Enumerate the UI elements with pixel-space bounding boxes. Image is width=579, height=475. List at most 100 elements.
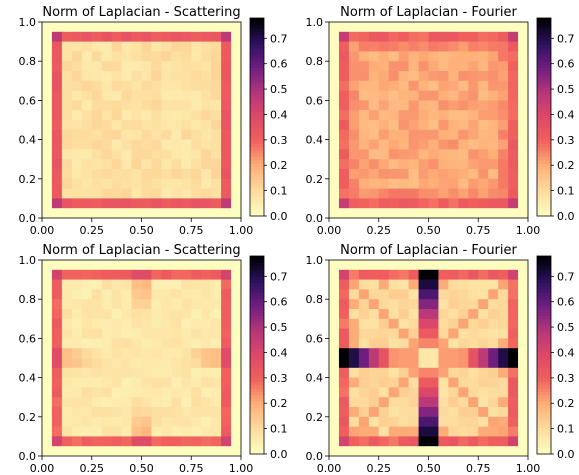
heatmap-cell <box>518 348 529 359</box>
heatmap-cell <box>488 358 499 369</box>
heatmap-cell <box>458 120 469 131</box>
heatmap-cell <box>61 358 73 369</box>
x-tick-label: 0.25 <box>80 462 105 475</box>
y-tick-label: 0.2 <box>19 173 37 186</box>
heatmap-cell <box>468 120 479 131</box>
heatmap-cell <box>428 407 439 418</box>
heatmap-cell <box>338 90 350 101</box>
colorbar-segment <box>537 302 551 306</box>
heatmap-cell <box>488 139 499 150</box>
heatmap-cell <box>71 110 83 121</box>
heatmap-cell <box>398 188 409 199</box>
heatmap-cell <box>131 159 142 170</box>
heatmap-cell <box>329 169 340 180</box>
heatmap-cell <box>398 387 409 398</box>
heatmap-cell <box>201 100 212 111</box>
heatmap-cell <box>508 159 519 170</box>
heatmap-cell <box>329 149 340 160</box>
heatmap-cell <box>348 169 360 180</box>
heatmap-cell <box>458 309 469 320</box>
heatmap-cell <box>51 169 63 180</box>
heatmap-cell <box>408 348 419 359</box>
colorbar-segment <box>537 378 551 382</box>
heatmap-cell <box>428 169 439 180</box>
colorbar-segment <box>250 130 264 134</box>
heatmap-cell <box>111 110 122 121</box>
colorbar-tick-label: 0.6 <box>270 296 288 309</box>
heatmap-cell <box>518 90 529 101</box>
heatmap-cell <box>131 22 142 33</box>
heatmap-cell <box>91 51 103 62</box>
heatmap-cell <box>358 90 370 101</box>
heatmap-cell <box>418 188 429 199</box>
colorbar: 0.00.10.20.30.40.50.60.7 <box>249 255 288 461</box>
heatmap-cell <box>151 397 162 408</box>
heatmap-cell <box>42 139 53 150</box>
heatmap-cell <box>428 100 439 111</box>
heatmap-cell <box>81 41 93 52</box>
heatmap-cell <box>91 41 103 52</box>
heatmap-cell <box>448 269 459 280</box>
colorbar-segment <box>250 384 264 389</box>
heatmap-cell <box>121 328 132 339</box>
colorbar-frame <box>249 255 265 455</box>
heatmap-cell <box>141 188 152 199</box>
colorbar-segment <box>537 265 551 270</box>
colorbar-segment <box>250 103 264 108</box>
colorbar-segment <box>250 404 264 409</box>
heatmap-cell <box>171 416 182 427</box>
heatmap-cell <box>161 289 172 300</box>
heatmap-cell <box>518 100 529 111</box>
heatmap-cell <box>61 377 73 388</box>
heatmap-cell <box>468 269 479 280</box>
heatmap-cell <box>508 90 519 101</box>
heatmap-cell <box>518 260 529 271</box>
heatmap-cell <box>211 367 222 378</box>
colorbar-segment <box>250 361 264 366</box>
heatmap-cell <box>231 51 242 62</box>
heatmap-cell <box>91 377 103 388</box>
heatmap-cell <box>201 22 212 33</box>
heatmap-cell <box>329 129 340 140</box>
colorbar-segment <box>250 371 264 376</box>
heatmap-cell <box>438 328 449 339</box>
heatmap-cell <box>508 338 519 349</box>
heatmap-cell <box>231 299 242 310</box>
heatmap-cell <box>468 178 479 189</box>
colorbar-segment <box>250 206 264 210</box>
colorbar-segment <box>537 275 551 280</box>
heatmap-cell <box>81 260 93 271</box>
heatmap-cell <box>191 269 202 280</box>
heatmap-cell <box>81 299 93 310</box>
heatmap-cell <box>418 318 429 329</box>
heatmap-cell <box>508 22 519 33</box>
heatmap-cell <box>161 51 172 62</box>
heatmap-cell <box>478 358 489 369</box>
heatmap-cell <box>111 51 122 62</box>
heatmap-cell <box>338 22 350 33</box>
heatmap-cell <box>211 407 222 418</box>
heatmap-cell <box>81 328 93 339</box>
heatmap-cell <box>231 269 242 280</box>
heatmap-cell <box>211 416 222 427</box>
heatmap-cell <box>221 120 232 131</box>
heatmap-cell <box>329 41 340 52</box>
heatmap-cell <box>468 208 479 219</box>
colorbar-segment <box>537 54 551 59</box>
heatmap-cell <box>498 188 509 199</box>
colorbar-segment <box>250 295 264 300</box>
colorbar-segment <box>537 298 551 303</box>
heatmap-cell <box>42 178 53 189</box>
heatmap-cell <box>478 110 489 121</box>
colorbar-segment <box>537 126 551 131</box>
heatmap-cell <box>141 80 152 91</box>
colorbar-segment <box>537 272 551 277</box>
heatmap-cell <box>171 198 182 209</box>
heatmap-cell <box>338 377 350 388</box>
heatmap-cell <box>488 260 499 271</box>
heatmap-cell <box>468 358 479 369</box>
heatmap-cell <box>121 188 132 199</box>
colorbar-segment <box>537 37 551 42</box>
heatmap-cell <box>71 407 83 418</box>
colorbar-segment <box>537 176 551 181</box>
